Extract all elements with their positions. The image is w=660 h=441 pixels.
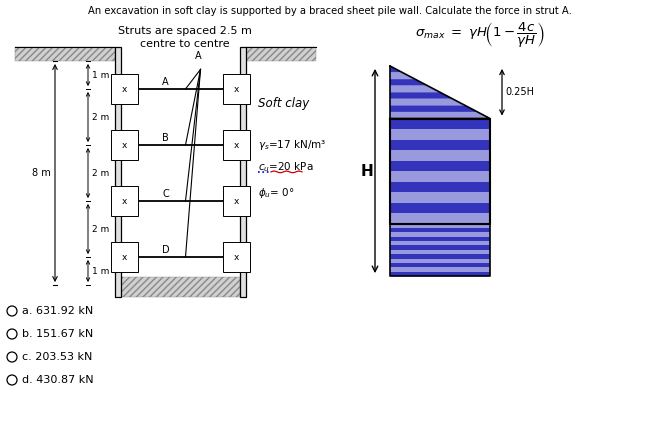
Polygon shape [390,202,490,213]
Polygon shape [390,99,465,105]
Text: d. 430.87 kN: d. 430.87 kN [22,375,94,385]
Text: c. 203.53 kN: c. 203.53 kN [22,352,92,362]
Text: 1 m: 1 m [92,266,110,276]
Text: x: x [234,141,239,149]
Text: $\gamma_s$=17 kN/m³: $\gamma_s$=17 kN/m³ [258,138,327,152]
Polygon shape [390,267,490,272]
Polygon shape [390,171,490,182]
Polygon shape [390,119,490,129]
Text: 8 m: 8 m [32,168,51,178]
Text: a. 631.92 kN: a. 631.92 kN [22,306,93,316]
Text: x: x [122,141,127,149]
Polygon shape [390,232,490,237]
Text: $\sigma_{max}\ =\ \gamma H\!\left(1-\dfrac{4c}{\gamma H}\right)$: $\sigma_{max}\ =\ \gamma H\!\left(1-\dfr… [415,21,545,50]
Polygon shape [390,139,490,150]
Polygon shape [390,263,490,267]
Text: 0.25H: 0.25H [505,87,534,97]
Polygon shape [390,150,490,161]
Polygon shape [390,129,490,139]
Polygon shape [390,245,490,250]
Text: x: x [122,85,127,93]
Polygon shape [390,73,415,79]
Text: b. 151.67 kN: b. 151.67 kN [22,329,93,339]
Polygon shape [390,213,490,224]
Polygon shape [390,161,490,171]
Text: x: x [234,253,239,262]
Polygon shape [390,192,490,202]
Polygon shape [246,47,316,61]
Polygon shape [390,182,490,192]
Text: x: x [122,197,127,206]
Text: x: x [234,85,239,93]
Polygon shape [390,237,490,241]
Polygon shape [390,228,490,232]
Polygon shape [390,92,453,99]
Text: 1 m: 1 m [92,71,110,79]
Text: 2 m: 2 m [92,168,110,177]
Text: 2 m: 2 m [92,112,110,122]
Polygon shape [390,272,490,276]
Polygon shape [390,79,428,86]
Text: Struts are spaced 2.5 m
centre to centre: Struts are spaced 2.5 m centre to centre [118,26,252,49]
Text: x: x [122,253,127,262]
Polygon shape [390,224,490,228]
Text: An excavation in soft clay is supported by a braced sheet pile wall. Calculate t: An excavation in soft clay is supported … [88,6,572,16]
Text: A: A [162,77,169,87]
Polygon shape [390,112,490,119]
Polygon shape [390,258,490,263]
Polygon shape [15,47,115,61]
Polygon shape [390,254,490,258]
Text: 2 m: 2 m [92,224,110,233]
Text: $c_u$=20 kPa: $c_u$=20 kPa [258,161,314,174]
Text: B: B [162,133,169,143]
Text: x: x [234,197,239,206]
Text: Soft clay: Soft clay [258,97,310,109]
Polygon shape [390,241,490,245]
Polygon shape [390,250,490,254]
Text: $\phi_u$= 0°: $\phi_u$= 0° [258,186,294,200]
Polygon shape [390,105,477,112]
Polygon shape [121,277,240,297]
Bar [115,47,121,297]
Text: A: A [195,52,202,61]
Polygon shape [390,66,403,73]
Text: C: C [162,189,169,199]
Text: D: D [162,245,170,255]
Bar [240,47,246,297]
Polygon shape [390,86,440,92]
Text: H: H [360,164,374,179]
